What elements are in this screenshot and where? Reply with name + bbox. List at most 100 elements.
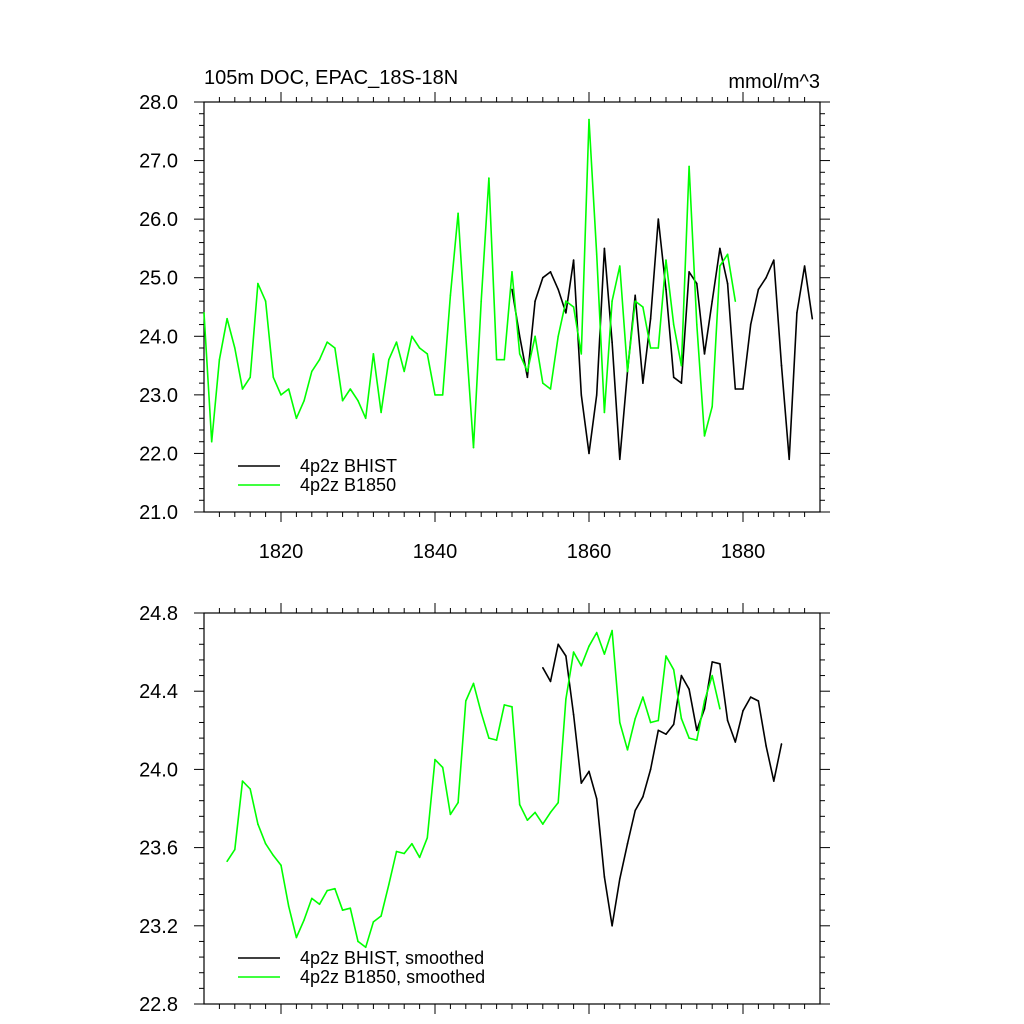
data-point bbox=[542, 277, 544, 279]
y-tick-label: 23.2 bbox=[139, 916, 178, 938]
data-point bbox=[550, 388, 552, 390]
data-point bbox=[450, 814, 452, 816]
data-point bbox=[788, 458, 790, 460]
data-point bbox=[581, 353, 583, 355]
data-point bbox=[812, 318, 814, 320]
data-point bbox=[457, 212, 459, 214]
data-point bbox=[442, 767, 444, 769]
data-point bbox=[550, 812, 552, 814]
data-point bbox=[557, 802, 559, 804]
data-point bbox=[781, 743, 783, 745]
data-point bbox=[242, 388, 244, 390]
data-point bbox=[711, 661, 713, 663]
data-point bbox=[249, 788, 251, 790]
data-point bbox=[758, 700, 760, 702]
data-point bbox=[611, 630, 613, 632]
y-tick-label: 26.0 bbox=[139, 209, 178, 231]
data-point bbox=[696, 739, 698, 741]
data-point bbox=[288, 388, 290, 390]
data-point bbox=[380, 412, 382, 414]
data-point bbox=[627, 749, 629, 751]
data-point bbox=[396, 851, 398, 853]
data-point bbox=[673, 724, 675, 726]
data-point bbox=[688, 737, 690, 739]
data-point bbox=[527, 819, 529, 821]
data-point bbox=[380, 915, 382, 917]
data-point bbox=[326, 890, 328, 892]
data-point bbox=[273, 376, 275, 378]
data-point bbox=[265, 300, 267, 302]
data-point bbox=[473, 683, 475, 685]
data-point bbox=[688, 271, 690, 273]
data-point bbox=[611, 300, 613, 302]
data-point bbox=[681, 365, 683, 367]
data-point bbox=[242, 780, 244, 782]
data-point bbox=[719, 265, 721, 267]
data-point bbox=[350, 388, 352, 390]
data-point bbox=[288, 905, 290, 907]
data-point bbox=[611, 341, 613, 343]
data-point bbox=[596, 394, 598, 396]
data-point bbox=[673, 376, 675, 378]
data-point bbox=[319, 359, 321, 361]
data-point bbox=[665, 655, 667, 657]
data-point bbox=[226, 860, 228, 862]
data-point bbox=[573, 306, 575, 308]
y-tick-label: 24.0 bbox=[139, 759, 178, 781]
y-tick-label: 25.0 bbox=[139, 268, 178, 290]
data-point bbox=[534, 335, 536, 337]
x-tick-label: 1880 bbox=[721, 541, 766, 563]
data-point bbox=[642, 382, 644, 384]
data-point bbox=[711, 675, 713, 677]
data-point bbox=[419, 857, 421, 859]
data-point bbox=[534, 300, 536, 302]
data-point bbox=[403, 371, 405, 373]
data-point bbox=[773, 259, 775, 261]
data-point bbox=[650, 347, 652, 349]
y-tick-label: 24.8 bbox=[139, 603, 178, 625]
plot-frame bbox=[204, 613, 820, 1004]
data-point bbox=[550, 681, 552, 683]
data-point bbox=[742, 710, 744, 712]
data-point bbox=[534, 812, 536, 814]
data-point bbox=[234, 347, 236, 349]
data-point bbox=[735, 388, 737, 390]
data-point bbox=[681, 718, 683, 720]
data-point bbox=[573, 714, 575, 716]
data-point bbox=[604, 876, 606, 878]
data-point bbox=[750, 696, 752, 698]
data-point bbox=[796, 312, 798, 314]
data-point bbox=[480, 712, 482, 714]
data-point bbox=[234, 849, 236, 851]
data-point bbox=[542, 667, 544, 669]
data-point bbox=[203, 312, 205, 314]
data-point bbox=[596, 798, 598, 800]
data-point bbox=[434, 759, 436, 761]
data-point bbox=[488, 177, 490, 179]
data-point bbox=[542, 823, 544, 825]
data-point bbox=[519, 804, 521, 806]
data-point bbox=[480, 300, 482, 302]
data-point bbox=[658, 730, 660, 732]
data-point bbox=[211, 441, 213, 443]
data-point bbox=[765, 745, 767, 747]
legend-label: 4p2z BHIST bbox=[300, 456, 397, 476]
legend-label: 4p2z B1850 bbox=[300, 475, 396, 495]
data-point bbox=[511, 271, 513, 273]
data-point bbox=[688, 688, 690, 690]
data-point bbox=[565, 300, 567, 302]
y-tick-label: 27.0 bbox=[139, 151, 178, 173]
data-point bbox=[334, 347, 336, 349]
data-point bbox=[557, 289, 559, 291]
data-point bbox=[658, 720, 660, 722]
data-point bbox=[350, 907, 352, 909]
data-point bbox=[373, 353, 375, 355]
data-point bbox=[750, 324, 752, 326]
panel1-units: mmol/m^3 bbox=[728, 71, 820, 93]
data-point bbox=[696, 730, 698, 732]
data-point bbox=[226, 318, 228, 320]
panel1-title: 105m DOC, EPAC_18S-18N bbox=[204, 67, 458, 89]
data-point bbox=[504, 359, 506, 361]
legend-label: 4p2z B1850, smoothed bbox=[300, 967, 485, 987]
